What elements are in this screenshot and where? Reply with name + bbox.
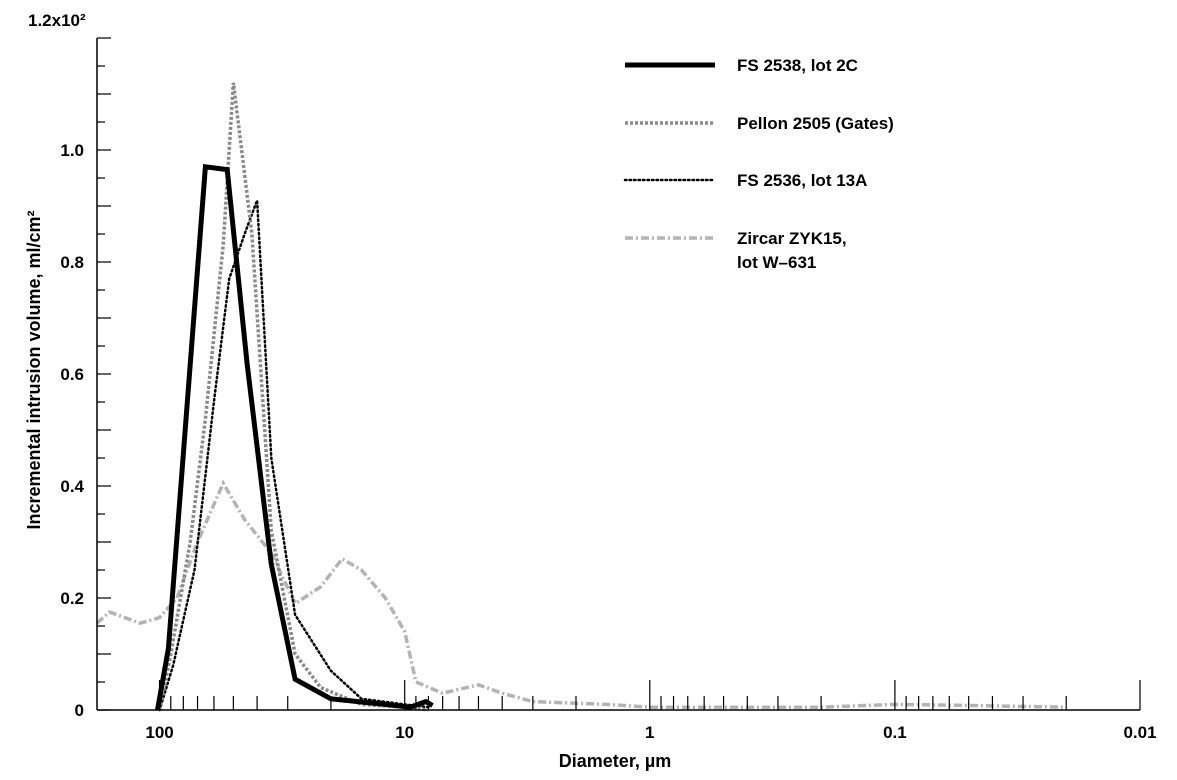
y-tick-label: 1.0 bbox=[60, 141, 84, 160]
y-tick-label: 0.8 bbox=[60, 253, 84, 272]
y-tick-label: 0.2 bbox=[60, 589, 84, 608]
series-line-1 bbox=[160, 83, 429, 710]
y-axis-title: Incremental intrusion volume, ml/cm² bbox=[24, 210, 44, 529]
x-tick-label: 0.1 bbox=[883, 723, 907, 742]
legend-label-3: Zircar ZYK15, lot W–631 bbox=[737, 229, 847, 272]
series-lines bbox=[97, 83, 1066, 710]
tick-marks bbox=[97, 38, 1140, 710]
series-line-0 bbox=[158, 167, 433, 710]
x-tick-label: 1 bbox=[645, 723, 654, 742]
x-tick-label: 10 bbox=[395, 723, 414, 742]
legend-label-1: Pellon 2505 (Gates) bbox=[737, 114, 894, 133]
x-axis-title: Diameter, µm bbox=[559, 751, 671, 771]
series-line-3 bbox=[97, 483, 1066, 707]
tick-labels: 100 10 1 0.1 0.01 0 0.2 0.4 0.6 0.8 1.0 bbox=[60, 141, 1156, 742]
y-axis-max-label: 1.2x10² bbox=[28, 11, 86, 30]
axes bbox=[97, 38, 1140, 710]
y-tick-label: 0 bbox=[75, 701, 84, 720]
legend-label-2: FS 2536, lot 13A bbox=[737, 171, 867, 190]
series-line-2 bbox=[160, 200, 429, 710]
y-tick-label: 0.6 bbox=[60, 365, 84, 384]
y-tick-label: 0.4 bbox=[60, 477, 84, 496]
legend: FS 2538, lot 2C Pellon 2505 (Gates) FS 253… bbox=[625, 56, 894, 272]
legend-label-0: FS 2538, lot 2C bbox=[737, 56, 858, 75]
x-tick-label: 100 bbox=[145, 723, 173, 742]
x-tick-label: 0.01 bbox=[1123, 723, 1156, 742]
